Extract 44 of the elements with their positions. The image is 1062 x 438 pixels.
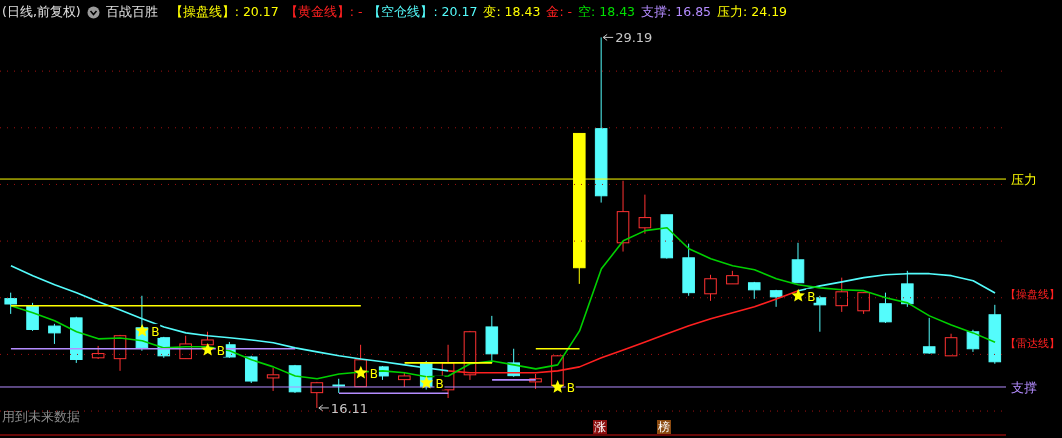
- text: 变: 18.43: [483, 4, 541, 21]
- series-label: 【操盘线】: [1005, 287, 1061, 300]
- chart-title: 百战百胜: [105, 4, 158, 21]
- ref-line-label: 压力: [1011, 171, 1037, 187]
- text: 金: -: [546, 4, 573, 21]
- text: 【黄金线】: -: [284, 4, 363, 21]
- data-label: B: [369, 366, 379, 381]
- text: 【操盘线】: 20.17: [169, 4, 279, 21]
- text: 榜: [657, 420, 671, 434]
- candlestick: [26, 302, 39, 332]
- candlestick: [944, 333, 958, 357]
- candlestick: [704, 274, 717, 302]
- candlestick: [901, 270, 914, 308]
- text: 空: 18.43: [578, 4, 636, 21]
- point: [135, 323, 149, 337]
- series-label: 【雷达线】: [1005, 337, 1061, 350]
- annotation: 16.11: [330, 400, 369, 416]
- text: 用到未来数据: [2, 408, 80, 426]
- data-label: B: [216, 343, 225, 358]
- point: [354, 365, 368, 379]
- text: 压力: 24.19: [717, 4, 788, 21]
- ref-line-label: 支撑: [1011, 379, 1037, 395]
- point: [791, 288, 805, 302]
- candlestick: [266, 367, 280, 392]
- data-label: B: [435, 376, 444, 391]
- candlestick: [4, 292, 17, 315]
- candlestick: [835, 277, 849, 313]
- candlestick: [879, 292, 892, 324]
- candlestick: [48, 323, 61, 345]
- chart-subtitle: (日线,前复权): [2, 4, 81, 21]
- data-label: B: [151, 324, 160, 339]
- annotation: 29.19: [615, 30, 653, 46]
- point: [419, 375, 434, 389]
- text: 涨: [593, 420, 607, 434]
- point: [551, 379, 565, 393]
- point: [201, 342, 215, 356]
- data-label: B: [807, 289, 816, 304]
- candlestick: [791, 242, 805, 284]
- candlestick: [638, 194, 652, 235]
- text: 支撑: 16.85: [641, 4, 712, 21]
- text: 【空仓线】: 20.17: [368, 4, 478, 21]
- candlestick: [857, 291, 870, 315]
- candlestick: [922, 317, 936, 355]
- data-label: B: [566, 380, 575, 395]
